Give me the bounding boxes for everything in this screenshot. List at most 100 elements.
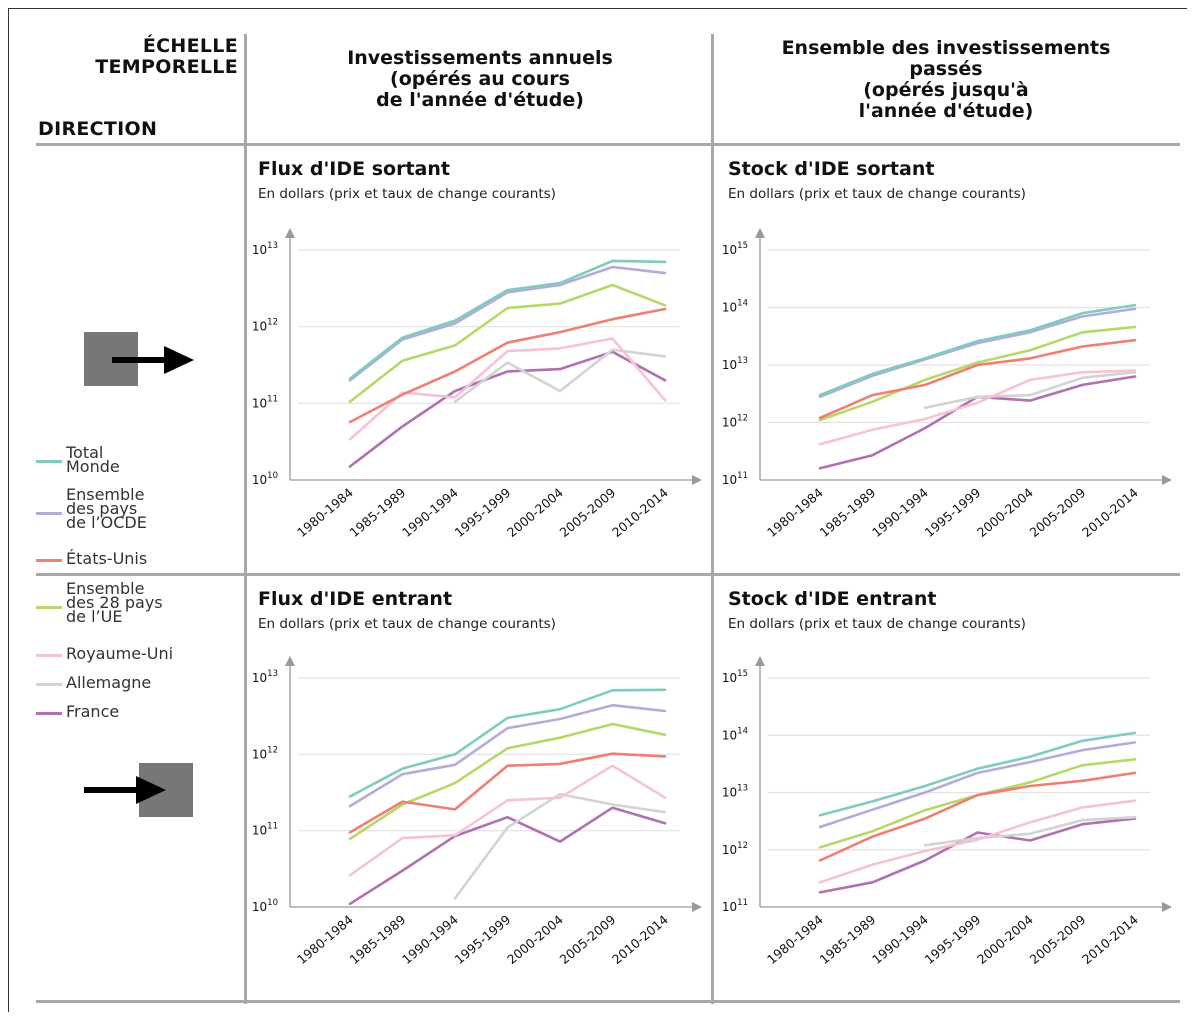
legend-swatch — [36, 460, 62, 463]
x-tick-label: 1990-1994 — [869, 912, 931, 967]
x-tick-label: 2005-2009 — [557, 912, 619, 967]
legend-label: Allemagne — [66, 673, 152, 692]
x-tick-label: 1980-1984 — [764, 485, 826, 540]
x-tick-label: 2010-2014 — [609, 912, 671, 967]
time-scale-label-line: TEMPORELLE — [95, 56, 238, 78]
series-line — [348, 806, 667, 906]
column-header-line: Ensemble des investissements — [781, 37, 1111, 59]
column-header-line: de l'année d'étude) — [376, 89, 584, 111]
y-tick-label: 1010 — [252, 471, 278, 487]
row-divider — [36, 1000, 1180, 1003]
series-line — [923, 370, 1137, 410]
x-tick-label: 1985-1989 — [817, 485, 879, 540]
series-line — [348, 688, 667, 798]
x-axis-arrow — [1162, 902, 1172, 912]
series-line — [818, 338, 1137, 420]
y-axis-arrow — [285, 228, 295, 238]
y-tick-label: 1012 — [252, 318, 278, 334]
row-divider — [36, 573, 1180, 576]
column-divider — [711, 34, 714, 1004]
series-line — [818, 799, 1137, 884]
x-tick-label: 1990-1994 — [399, 912, 461, 967]
column-divider — [244, 34, 247, 1004]
x-axis-arrow — [692, 902, 702, 912]
y-tick-label: 1015 — [722, 241, 748, 257]
figure-frame — [8, 8, 1187, 1012]
x-tick-label: 2000-2004 — [974, 912, 1036, 967]
series-line — [348, 259, 667, 380]
legend-swatch — [36, 559, 62, 562]
x-tick-label: 1985-1989 — [347, 912, 409, 967]
chart-subtitle: En dollars (prix et taux de change coura… — [728, 186, 1026, 202]
x-tick-label: 1985-1989 — [817, 912, 879, 967]
y-tick-label: 1015 — [722, 669, 748, 685]
time-scale-label-line: ÉCHELLE — [142, 35, 238, 57]
series-line — [348, 722, 667, 841]
x-tick-label: 1995-1999 — [922, 485, 984, 540]
series-line — [348, 703, 667, 808]
column-header-annual: Investissements annuels (opérés au cours… — [250, 48, 710, 111]
y-tick-label: 1013 — [722, 356, 748, 372]
y-axis-arrow — [285, 656, 295, 666]
series-line — [348, 307, 667, 424]
column-header-line: (opérés au cours — [390, 68, 570, 90]
x-tick-label: 1995-1999 — [922, 912, 984, 967]
y-axis-arrow — [755, 228, 765, 238]
x-tick-label: 1990-1994 — [869, 485, 931, 540]
y-tick-label: 1011 — [252, 822, 278, 838]
series-line — [348, 337, 667, 441]
x-tick-label: 1980-1984 — [294, 485, 356, 540]
series-line — [348, 764, 667, 877]
chart-title: Flux d'IDE entrant — [258, 588, 453, 610]
chart-title: Stock d'IDE entrant — [728, 588, 937, 610]
x-tick-label: 2005-2009 — [1027, 485, 1089, 540]
row-divider — [36, 143, 1180, 146]
chart-subtitle: En dollars (prix et taux de change coura… — [258, 616, 556, 632]
legend-swatch — [36, 712, 62, 715]
series-line — [818, 771, 1137, 862]
x-tick-label: 1985-1989 — [347, 485, 409, 540]
legend-swatch — [36, 512, 62, 515]
chart-subtitle: En dollars (prix et taux de change coura… — [258, 186, 556, 202]
series-line — [818, 741, 1137, 829]
legend-label: Ensemble des pays de l’OCDE — [66, 485, 147, 532]
y-tick-label: 1013 — [252, 241, 278, 257]
legend-label: Royaume-Uni — [66, 644, 174, 663]
series-line — [818, 307, 1137, 399]
x-tick-label: 2010-2014 — [609, 485, 671, 540]
x-tick-label: 2010-2014 — [1079, 485, 1141, 540]
x-tick-label: 2005-2009 — [557, 485, 619, 540]
x-tick-label: 1980-1984 — [764, 912, 826, 967]
series-line — [923, 815, 1137, 847]
y-tick-label: 1011 — [722, 471, 748, 487]
x-tick-label: 1995-1999 — [452, 912, 514, 967]
legend-swatch — [36, 654, 62, 657]
y-tick-label: 1014 — [722, 726, 748, 742]
series-line — [818, 303, 1137, 397]
x-tick-label: 2000-2004 — [504, 912, 566, 967]
y-tick-label: 1011 — [722, 898, 748, 914]
column-header-line: passés — [909, 58, 983, 80]
legend-swatch — [36, 683, 62, 686]
column-header-line: (opérés jusqu'à — [863, 79, 1029, 101]
x-axis-arrow — [692, 475, 702, 485]
series-line — [453, 792, 667, 900]
series-line — [818, 817, 1137, 894]
chart-title: Stock d'IDE sortant — [728, 158, 935, 180]
legend-swatch — [36, 606, 62, 609]
x-tick-label: 2010-2014 — [1079, 912, 1141, 967]
legend-label: France — [66, 702, 120, 721]
x-tick-label: 2000-2004 — [504, 485, 566, 540]
x-tick-label: 1980-1984 — [294, 912, 356, 967]
series-line — [818, 325, 1137, 422]
series-line — [348, 265, 667, 382]
x-tick-label: 1995-1999 — [452, 485, 514, 540]
series-line — [818, 369, 1137, 446]
series-line — [348, 283, 667, 403]
time-scale-label: ÉCHELLE TEMPORELLE — [95, 36, 238, 78]
legend-label: Ensemble des 28 pays de l’UE — [66, 579, 163, 626]
y-axis-arrow — [755, 656, 765, 666]
y-tick-label: 1010 — [252, 898, 278, 914]
x-tick-label: 2000-2004 — [974, 485, 1036, 540]
